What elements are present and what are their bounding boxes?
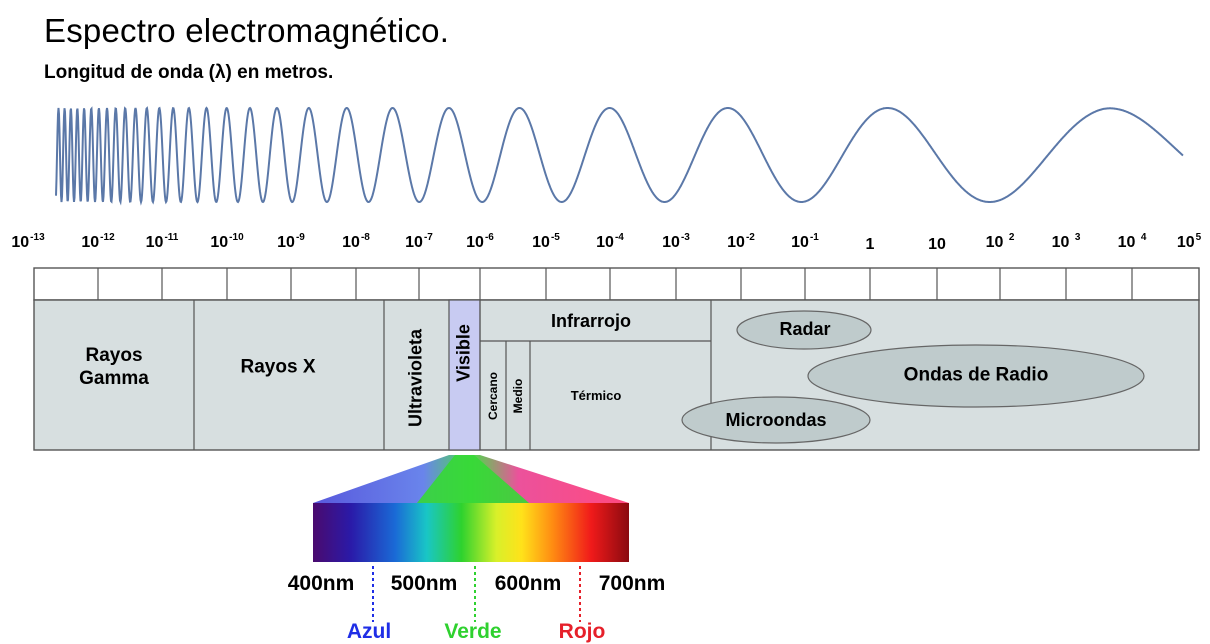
infrared-label: Infrarrojo	[550, 311, 632, 332]
scale-tick-label: 10-12	[81, 232, 115, 251]
color-name-rojo: Rojo	[558, 620, 606, 643]
scale-tick-label: 10-9	[277, 232, 305, 251]
scale-tick-label: 10 4	[1117, 232, 1147, 251]
scale-tick-label: 10-3	[662, 232, 690, 251]
scale-tick-label: 10 3	[1051, 232, 1081, 251]
visible-fan-green	[417, 455, 529, 503]
ir-thermal-label: Térmico	[570, 388, 622, 404]
scale-tick-label: 1	[865, 236, 875, 253]
color-name-azul: Azul	[346, 620, 392, 643]
scale-tick-label: 10-5	[532, 232, 560, 251]
wave-line	[55, 106, 1184, 206]
scale-gridlines	[97, 268, 1133, 300]
gamma-label: Rayos Gamma	[79, 345, 149, 389]
color-name-verde: Verde	[444, 620, 502, 643]
xray-label: Rayos X	[240, 356, 316, 378]
radio-ellipse	[807, 344, 1145, 408]
page-subtitle: Longitud de onda (λ) en metros.	[44, 62, 334, 83]
scale-tick-label: 105	[1176, 232, 1202, 251]
scale-tick-label: 10-4	[596, 232, 624, 251]
radio-label: Ondas de Radio	[903, 364, 1049, 386]
visible-spectrum-bar	[313, 503, 629, 562]
scale-tick-label: 10-7	[405, 232, 433, 251]
scale-tick-label: 10-2	[727, 232, 755, 251]
scale-tick-label: 10-1	[791, 232, 819, 251]
page-title: Espectro electromagnético.	[44, 12, 450, 49]
nm-label-600: 600nm	[494, 572, 562, 595]
visible-band	[448, 299, 481, 451]
scale-tick-label: 10-11	[145, 232, 179, 251]
nm-label-500: 500nm	[390, 572, 458, 595]
radar-ellipse	[736, 310, 872, 350]
scale-tick-label: 10	[928, 236, 946, 253]
scale-tick-label: 10-6	[466, 232, 494, 251]
scale-tick-label: 10-13	[11, 232, 45, 251]
radar-label: Radar	[779, 319, 831, 340]
scale-tick-label: 10-8	[342, 232, 370, 251]
nm-label-700: 700nm	[598, 572, 666, 595]
scale-tick-label: 10-10	[210, 232, 244, 251]
microwaves-ellipse	[681, 396, 871, 444]
scale-tick-label: 10 2	[985, 232, 1015, 251]
microwaves-label: Microondas	[725, 410, 827, 431]
wave-illustration	[55, 106, 1184, 206]
nm-label-400: 400nm	[287, 572, 355, 595]
